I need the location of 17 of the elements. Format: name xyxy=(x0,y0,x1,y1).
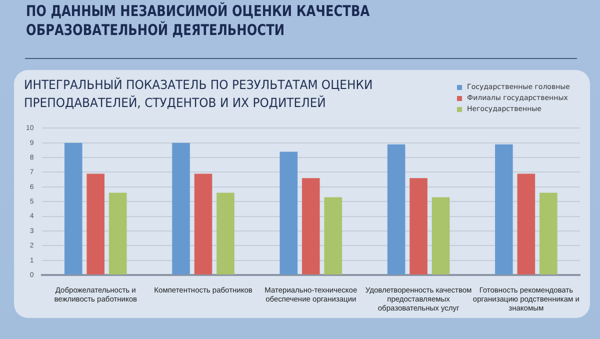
bar xyxy=(540,192,558,274)
chart-title: ПО ДАННЫМ НЕЗАВИСИМОЙ ОЦЕНКИ КАЧЕСТВА ОБРАЗОВАТЕЛЬНОЙ ДЕЯТЕЛЬНОСТИ xyxy=(26,2,371,40)
bar xyxy=(495,144,513,274)
bar xyxy=(108,192,127,274)
bar xyxy=(172,142,190,274)
bar xyxy=(302,178,320,274)
bar xyxy=(216,192,234,274)
bar xyxy=(324,197,342,274)
chart-subtitle: ИНТЕГРАЛЬНЫЙ ПОКАЗАТЕЛЬ ПО РЕЗУЛЬТАТАМ ОЦЕНКИ ПРЕПОДАВАТЕЛЕЙ, СТУДЕНТОВ И ИХ РОДИТЕЛЕЙ xyxy=(24,76,374,112)
bar xyxy=(410,178,428,274)
bar xyxy=(280,152,298,274)
bar xyxy=(194,174,212,274)
bar xyxy=(432,197,450,274)
bar xyxy=(387,144,406,274)
bar xyxy=(86,174,105,274)
bar xyxy=(517,174,536,274)
bar xyxy=(64,142,82,274)
